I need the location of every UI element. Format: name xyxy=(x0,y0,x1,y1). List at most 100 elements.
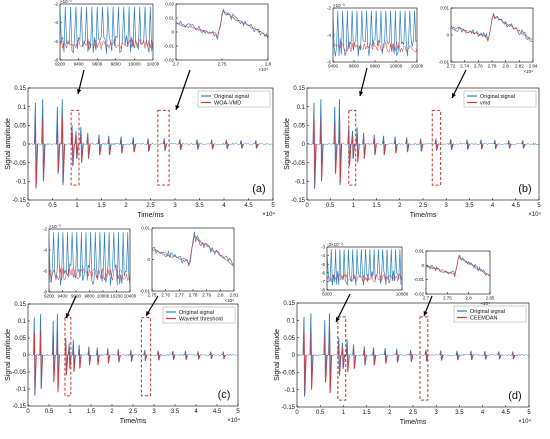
series-denoised-spike xyxy=(255,141,259,149)
series-denoised-spike xyxy=(68,347,72,368)
main-axes-xtick-label: 3 xyxy=(173,203,177,209)
x-axis-label: Time/ms xyxy=(137,212,164,219)
main-axes-xtick-label: 0 xyxy=(305,203,309,209)
series-denoised-spike xyxy=(157,352,161,361)
inset2-axes-ytick-label: -0.01 xyxy=(414,277,425,282)
inset1-axes-xtick-label: 9600 xyxy=(92,62,103,67)
main-axes-ytick-label: -0.1 xyxy=(295,179,306,185)
series-denoised-spike xyxy=(179,141,183,150)
zoom-region-box xyxy=(348,109,357,186)
inset2-axes-frame xyxy=(425,250,491,295)
main-axes-xtick-label: 1 xyxy=(352,203,356,209)
inset2-axes-xtick-label: 2.8 xyxy=(466,296,473,301)
legend-box xyxy=(453,305,527,323)
series-original-baseline xyxy=(296,353,530,357)
main-axes-ytick-label: 0 xyxy=(23,353,27,359)
legend-box xyxy=(197,90,271,108)
main-axes-xtick-label: 4 xyxy=(491,203,495,209)
inset1-axes-ytick-label: -5 xyxy=(321,262,325,267)
inset1-axes-ytick-label: -8 xyxy=(43,290,47,295)
inset1-multiplier: ×10⁻³ xyxy=(49,224,61,229)
main-axes-ytick-label: 0 xyxy=(302,142,306,148)
x-multiplier: ×10⁴ xyxy=(227,417,240,424)
inset2-axes-xtick-label: 2.7 xyxy=(423,296,430,301)
inset1-axes-xtick-label: 10200 xyxy=(110,294,123,299)
main-axes-ytick-label: -0.05 xyxy=(12,161,26,167)
main-axes-xtick-label: 5 xyxy=(236,409,240,415)
series-denoised-spike xyxy=(341,347,346,369)
zoom-arrow-head xyxy=(423,311,428,316)
main-axes-xtick-label: 1 xyxy=(68,409,72,415)
main-axes-xtick-label: 2.5 xyxy=(409,410,418,416)
main-axes-xtick-label: 4 xyxy=(222,203,226,209)
inset2-axes-xtick-label: 2.78 xyxy=(488,64,497,69)
main-axes-xtick-label: 3.5 xyxy=(465,203,474,209)
inset2-multiplier: ×10⁴ xyxy=(224,298,234,303)
inset2-axes-xtick-label: 2.82 xyxy=(515,64,524,69)
zoom-arrow xyxy=(175,69,191,111)
inset2-multiplier: ×10⁴ xyxy=(480,301,490,306)
inset2-denoised-trace xyxy=(175,10,269,39)
series-denoised-spike xyxy=(210,141,215,150)
legend-box xyxy=(463,90,537,108)
x-axis-label: Time/ms xyxy=(120,418,147,425)
inset2-axes-ytick-label: 0 xyxy=(421,263,424,268)
inset2-axes-xtick-label: 2.8 xyxy=(265,62,272,67)
zoom-region-box xyxy=(140,317,152,397)
inset1-multiplier: ×10⁻³ xyxy=(333,3,345,8)
main-axes-xtick-label: 0 xyxy=(295,410,299,416)
main-axes-ytick-label: 0.15 xyxy=(283,301,295,307)
zoom-arrow xyxy=(335,293,351,323)
series-denoised-spike xyxy=(107,350,111,364)
series-denoised-spike xyxy=(338,117,343,184)
series-denoised-spike xyxy=(71,132,75,166)
series-denoised-spike xyxy=(61,117,66,184)
legend-label: vmd xyxy=(480,101,490,107)
inset2-axes-xtick-label: 2.78 xyxy=(189,293,198,298)
inset1-denoised-trace xyxy=(326,272,403,283)
inset2-axes-ytick-label: 0 xyxy=(147,257,150,262)
main-axes-xtick-label: 1 xyxy=(342,410,346,416)
main-axes-xtick-label: 3.5 xyxy=(455,410,464,416)
series-denoised-spike xyxy=(351,136,356,159)
zoom-arrow-head xyxy=(358,91,364,96)
series-denoised-spike xyxy=(362,137,367,159)
series-denoised-spike xyxy=(498,352,502,360)
series-denoised-spike xyxy=(172,352,176,360)
main-axes-ytick-label: 0.1 xyxy=(297,105,306,111)
inset1-axes-xtick-label: 9400 xyxy=(57,294,68,299)
inset2-axes-xtick-label: 2.85 xyxy=(486,296,495,301)
main-axes-ytick-label: 0.05 xyxy=(14,336,26,342)
series-denoised-spike xyxy=(334,121,338,173)
series-denoised-spike xyxy=(72,345,76,372)
series-denoised-spike xyxy=(56,121,61,173)
main-axes-xtick-label: 0.5 xyxy=(48,203,57,209)
main-axes-ytick-label: 0.05 xyxy=(283,336,295,342)
series-denoised-spike xyxy=(346,345,350,372)
series-denoised-spike xyxy=(313,119,317,187)
series-denoised-spike xyxy=(88,349,92,365)
inset1-denoised-trace xyxy=(332,41,418,53)
series-denoised-spike xyxy=(425,351,429,361)
series-denoised-spike xyxy=(394,139,398,153)
main-axes-xtick-label: 3.5 xyxy=(195,203,204,209)
inset1-original-trace xyxy=(326,249,403,286)
main-axes-xtick-label: 4 xyxy=(481,410,485,416)
main-axes-ytick-label: 0.15 xyxy=(14,302,26,308)
inset1-original-trace xyxy=(48,232,131,286)
series-denoised-spike xyxy=(480,141,484,150)
inset2-axes-xtick-label: 2.72 xyxy=(447,64,456,69)
main-axes-ytick-label: 0.1 xyxy=(18,319,27,325)
zoom-arrow-head xyxy=(146,311,151,316)
inset1-axes-ytick-label: -3 xyxy=(321,245,325,250)
main-axes-xtick-label: 3 xyxy=(152,409,156,415)
x-multiplier: ×10⁴ xyxy=(528,211,541,218)
main-axes-xtick-label: 5 xyxy=(537,203,541,209)
inset1-axes-ytick-label: -4 xyxy=(54,20,58,25)
x-multiplier: ×10⁴ xyxy=(262,211,275,218)
main-axes-ytick-label: 0.05 xyxy=(14,123,26,129)
main-axes-ytick-label: -0.15 xyxy=(12,198,26,204)
series-denoised-spike xyxy=(328,329,333,392)
inset1-axes-ytick-label: -6 xyxy=(54,39,58,44)
